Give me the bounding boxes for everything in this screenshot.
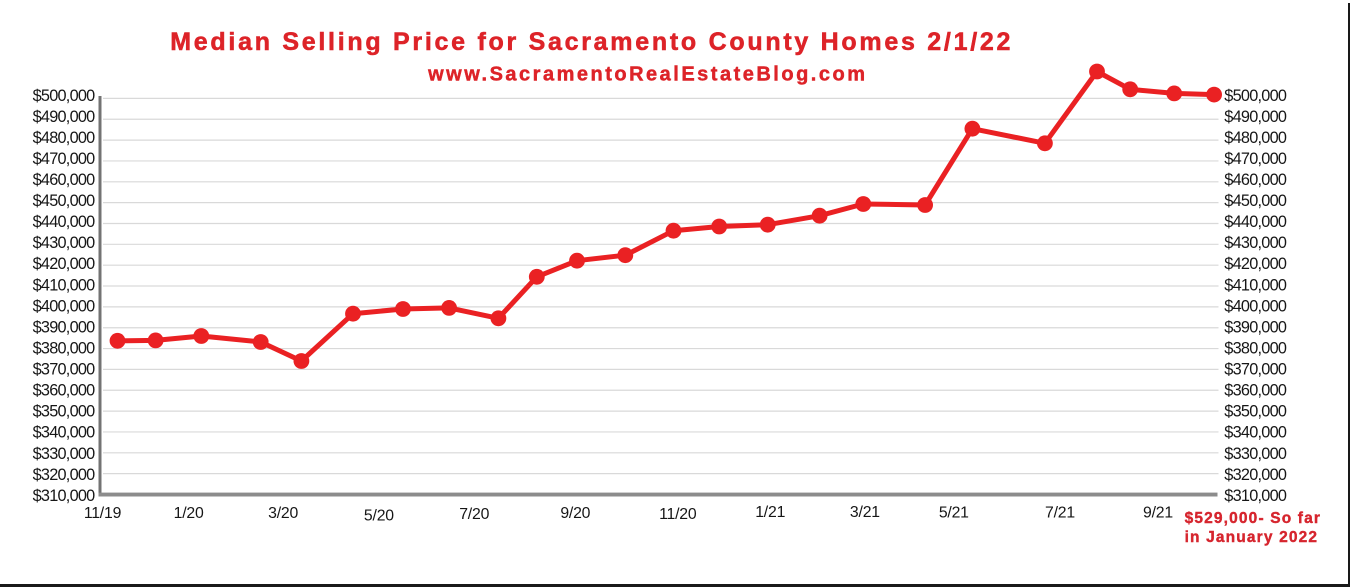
svg-text:$400,000: $400,000	[1224, 297, 1287, 315]
svg-text:$370,000: $370,000	[1224, 361, 1287, 379]
svg-text:5/20: 5/20	[364, 507, 394, 524]
svg-text:$450,000: $450,000	[1224, 192, 1287, 210]
svg-text:1/21: 1/21	[755, 504, 785, 521]
svg-text:$410,000: $410,000	[33, 276, 96, 294]
svg-text:1/20: 1/20	[174, 505, 204, 522]
svg-text:3/20: 3/20	[268, 505, 298, 522]
svg-text:$470,000: $470,000	[1224, 150, 1287, 168]
svg-text:7/21: 7/21	[1045, 505, 1075, 522]
svg-text:9/21: 9/21	[1143, 504, 1173, 521]
svg-text:$330,000: $330,000	[1224, 445, 1287, 463]
svg-text:$450,000: $450,000	[33, 192, 96, 210]
svg-text:$490,000: $490,000	[33, 108, 96, 126]
svg-text:$370,000: $370,000	[33, 361, 96, 379]
svg-text:$350,000: $350,000	[1224, 403, 1287, 421]
svg-text:$320,000: $320,000	[1224, 466, 1287, 484]
svg-text:$350,000: $350,000	[33, 403, 96, 421]
svg-text:$310,000: $310,000	[33, 487, 96, 505]
svg-text:$440,000: $440,000	[1224, 213, 1287, 231]
svg-text:$310,000: $310,000	[1224, 487, 1287, 505]
svg-text:www.SacramentoRealEstateBlog.c: www.SacramentoRealEstateBlog.com	[427, 63, 867, 85]
svg-text:$380,000: $380,000	[1224, 339, 1287, 357]
svg-text:3/21: 3/21	[850, 504, 880, 521]
svg-text:$430,000: $430,000	[33, 234, 96, 252]
svg-text:$400,000: $400,000	[33, 297, 96, 315]
svg-text:$330,000: $330,000	[33, 445, 96, 463]
svg-text:$460,000: $460,000	[33, 171, 96, 189]
svg-text:$490,000: $490,000	[1224, 108, 1287, 126]
svg-text:$320,000: $320,000	[33, 466, 96, 484]
svg-text:$529,000- So far: $529,000- So far	[1185, 510, 1321, 527]
svg-text:$410,000: $410,000	[1224, 276, 1287, 294]
svg-text:$420,000: $420,000	[33, 255, 96, 273]
svg-text:$420,000: $420,000	[1224, 255, 1287, 273]
svg-text:$380,000: $380,000	[33, 339, 96, 357]
svg-text:5/21: 5/21	[939, 504, 969, 521]
svg-text:Median Selling Price for Sacra: Median Selling Price for Sacramento Coun…	[170, 28, 1013, 56]
svg-text:$430,000: $430,000	[1224, 234, 1287, 252]
svg-text:$390,000: $390,000	[33, 318, 96, 336]
svg-text:$340,000: $340,000	[1224, 424, 1287, 442]
svg-text:$470,000: $470,000	[33, 150, 96, 168]
svg-text:$460,000: $460,000	[1224, 171, 1287, 189]
svg-text:$340,000: $340,000	[33, 424, 96, 442]
svg-text:7/20: 7/20	[459, 506, 489, 523]
svg-text:$360,000: $360,000	[1224, 382, 1287, 400]
svg-text:$500,000: $500,000	[1224, 87, 1287, 105]
svg-text:9/20: 9/20	[560, 505, 590, 522]
svg-text:$390,000: $390,000	[1224, 318, 1287, 336]
svg-text:11/20: 11/20	[659, 506, 697, 523]
svg-text:$480,000: $480,000	[1224, 129, 1287, 147]
svg-text:$440,000: $440,000	[33, 213, 96, 231]
svg-text:11/19: 11/19	[84, 505, 122, 522]
svg-text:in January 2022: in January 2022	[1185, 529, 1319, 546]
svg-text:$500,000: $500,000	[33, 87, 96, 105]
svg-text:$480,000: $480,000	[33, 129, 96, 147]
svg-text:$360,000: $360,000	[33, 382, 96, 400]
